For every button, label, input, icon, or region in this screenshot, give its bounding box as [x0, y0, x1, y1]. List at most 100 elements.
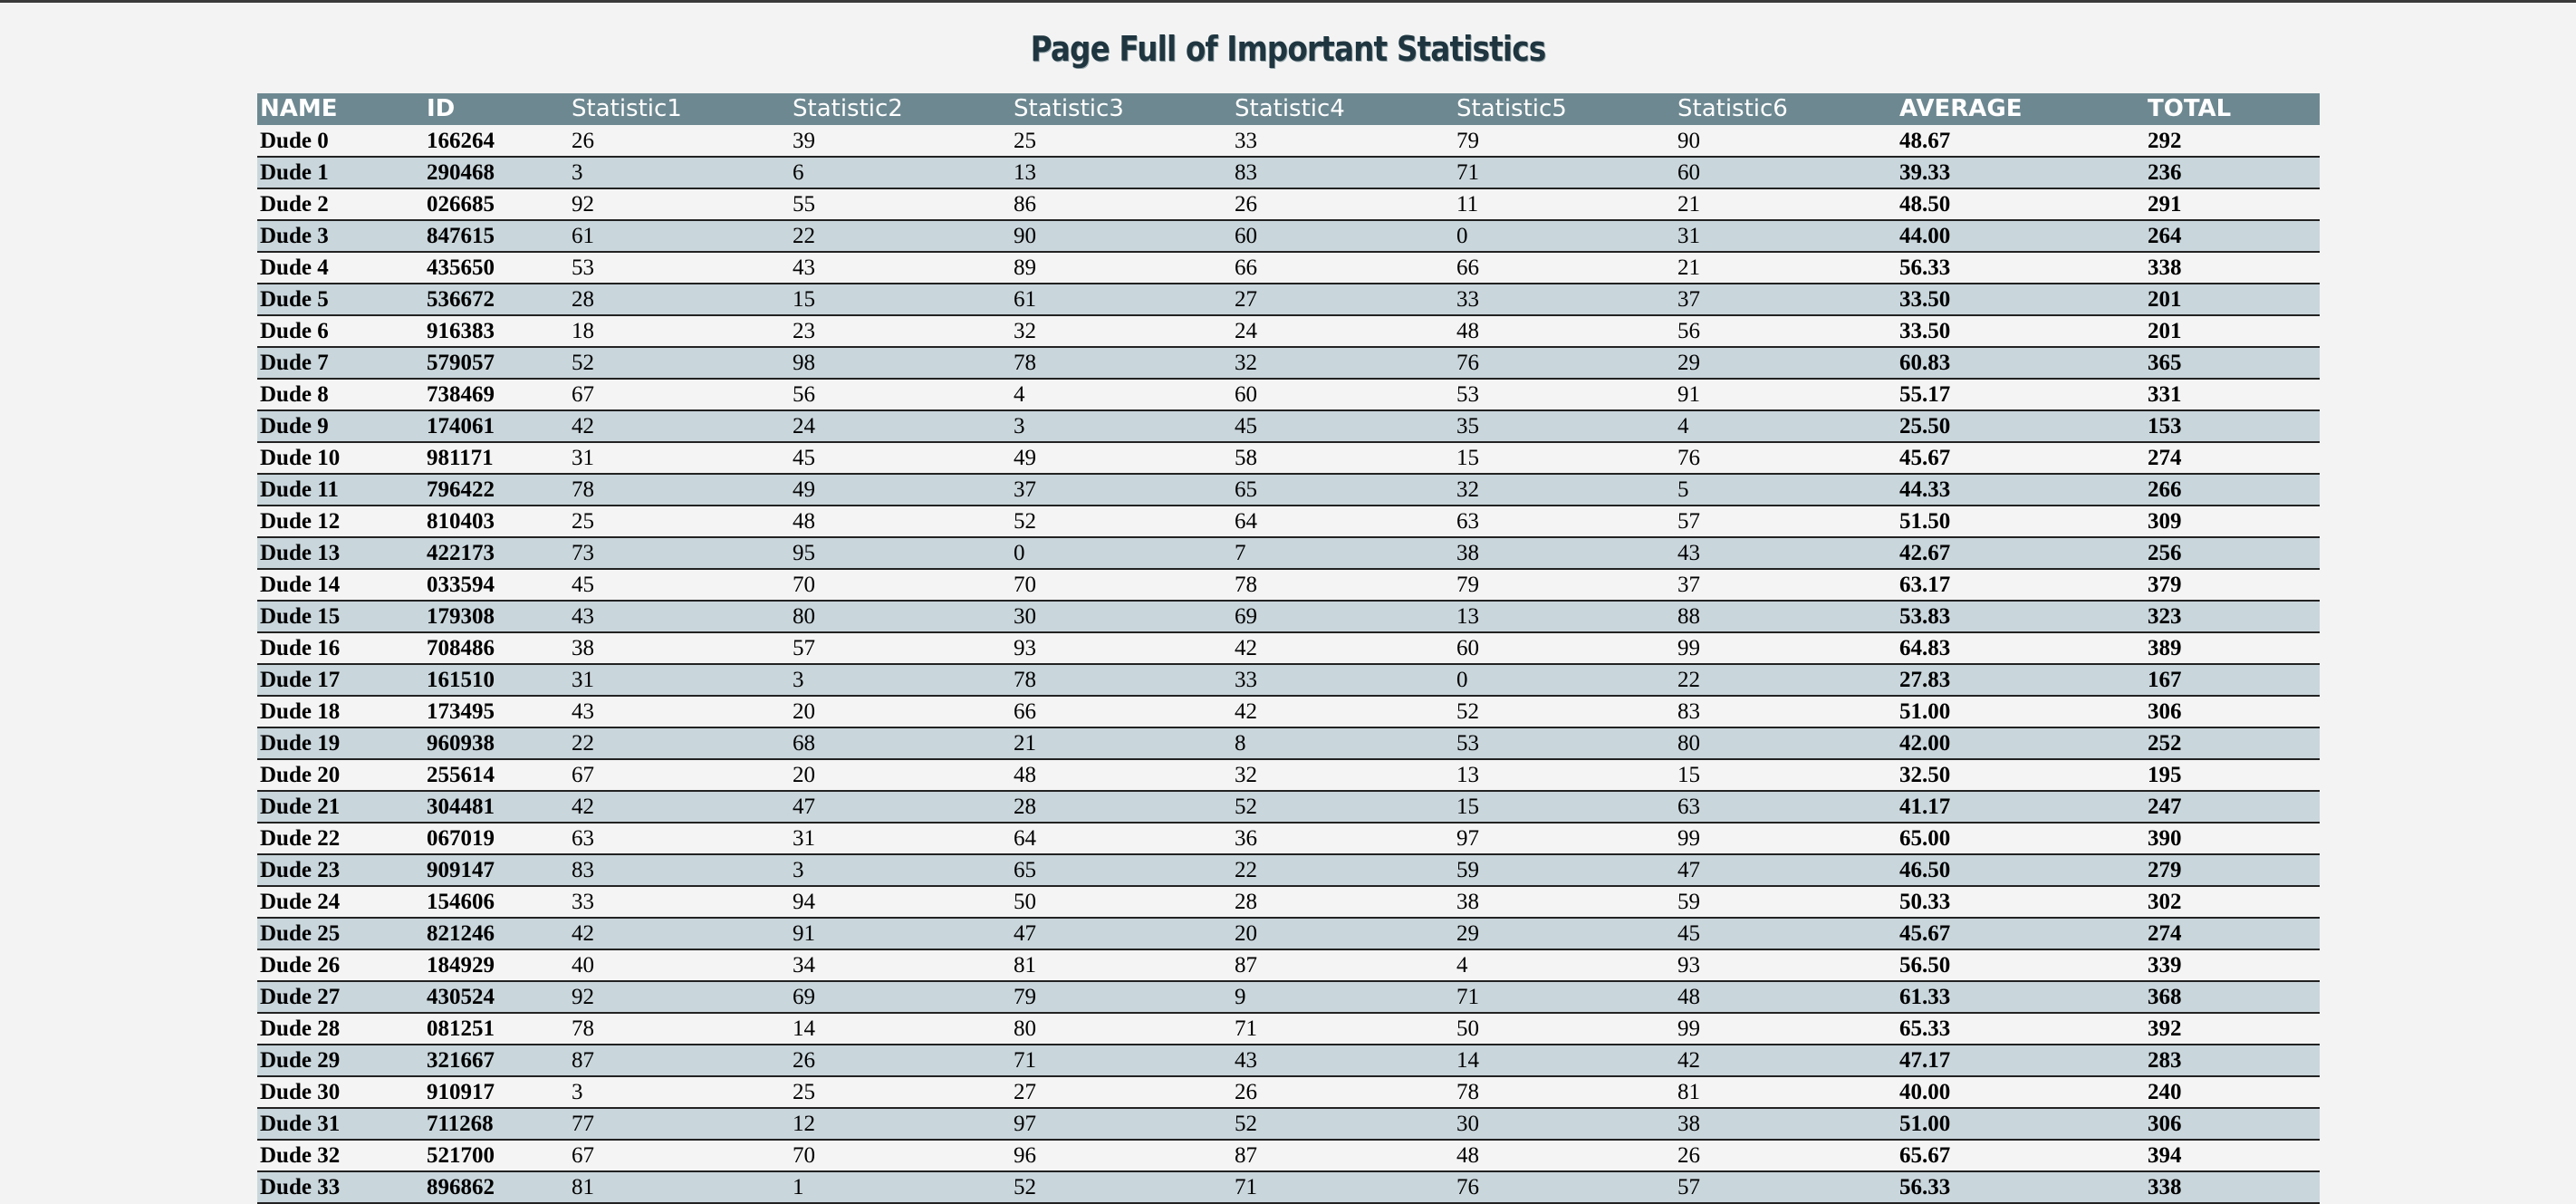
cell-id: 081251	[424, 1013, 569, 1045]
table-row: Dude 14 033594 45 70 70 78 79 37 63.17 379	[257, 569, 2320, 602]
column-header-statistic4: Statistic4	[1232, 93, 1454, 125]
cell-statistic3: 21	[1011, 727, 1232, 760]
cell-statistic6: 45	[1675, 918, 1897, 950]
cell-statistic4: 45	[1232, 410, 1454, 443]
cell-average: 44.00	[1897, 220, 2145, 253]
cell-statistic4: 83	[1232, 157, 1454, 189]
cell-statistic4: 20	[1232, 918, 1454, 950]
cell-statistic1: 42	[569, 918, 790, 950]
cell-statistic1: 3	[569, 1076, 790, 1109]
cell-statistic2: 48	[790, 506, 1011, 538]
cell-name: Dude 15	[257, 601, 424, 633]
table-row: Dude 10 981171 31 45 49 58 15 76 45.67 274	[257, 442, 2320, 475]
cell-statistic4: 66	[1232, 252, 1454, 284]
cell-statistic3: 86	[1011, 188, 1232, 221]
cell-statistic2: 1	[790, 1171, 1011, 1204]
cell-statistic2: 80	[790, 601, 1011, 633]
cell-statistic3: 78	[1011, 347, 1232, 380]
cell-average: 27.83	[1897, 664, 2145, 697]
cell-total: 323	[2145, 601, 2320, 633]
cell-statistic2: 94	[790, 886, 1011, 919]
cell-statistic6: 59	[1675, 886, 1897, 919]
cell-total: 167	[2145, 664, 2320, 697]
cell-statistic6: 63	[1675, 791, 1897, 824]
table-row: Dude 2 026685 92 55 86 26 11 21 48.50 291	[257, 188, 2320, 221]
cell-statistic2: 31	[790, 823, 1011, 855]
cell-statistic1: 31	[569, 664, 790, 697]
cell-total: 338	[2145, 252, 2320, 284]
cell-statistic5: 59	[1454, 854, 1675, 887]
table-row: Dude 33 896862 81 1 52 71 76 57 56.33 338	[257, 1171, 2320, 1204]
cell-statistic5: 78	[1454, 1076, 1675, 1109]
cell-statistic1: 73	[569, 537, 790, 570]
cell-average: 47.17	[1897, 1045, 2145, 1077]
cell-statistic4: 60	[1232, 379, 1454, 411]
cell-name: Dude 3	[257, 220, 424, 253]
cell-statistic1: 22	[569, 727, 790, 760]
cell-statistic5: 29	[1454, 918, 1675, 950]
table-row: Dude 16 708486 38 57 93 42 60 99 64.83 389	[257, 632, 2320, 665]
cell-average: 45.67	[1897, 442, 2145, 475]
cell-statistic1: 33	[569, 886, 790, 919]
table-row: Dude 1 290468 3 6 13 83 71 60 39.33 236	[257, 157, 2320, 189]
cell-total: 338	[2145, 1171, 2320, 1204]
cell-total: 394	[2145, 1140, 2320, 1172]
cell-statistic3: 78	[1011, 664, 1232, 697]
cell-statistic1: 87	[569, 1045, 790, 1077]
cell-total: 389	[2145, 632, 2320, 665]
cell-name: Dude 0	[257, 125, 424, 158]
cell-statistic3: 64	[1011, 823, 1232, 855]
cell-id: 321667	[424, 1045, 569, 1077]
cell-statistic6: 38	[1675, 1108, 1897, 1141]
cell-id: 154606	[424, 886, 569, 919]
table-row: Dude 24 154606 33 94 50 28 38 59 50.33 302	[257, 886, 2320, 919]
column-header-name: NAME	[257, 93, 424, 125]
cell-average: 56.33	[1897, 1171, 2145, 1204]
cell-statistic2: 20	[790, 759, 1011, 792]
cell-statistic6: 57	[1675, 1171, 1897, 1204]
cell-id: 521700	[424, 1140, 569, 1172]
cell-id: 067019	[424, 823, 569, 855]
cell-statistic4: 32	[1232, 759, 1454, 792]
column-header-statistic5: Statistic5	[1454, 93, 1675, 125]
cell-statistic5: 66	[1454, 252, 1675, 284]
cell-total: 264	[2145, 220, 2320, 253]
cell-name: Dude 22	[257, 823, 424, 855]
cell-statistic6: 80	[1675, 727, 1897, 760]
cell-statistic5: 33	[1454, 284, 1675, 316]
cell-id: 711268	[424, 1108, 569, 1141]
cell-statistic1: 3	[569, 157, 790, 189]
cell-statistic4: 69	[1232, 601, 1454, 633]
cell-statistic1: 67	[569, 379, 790, 411]
cell-statistic3: 52	[1011, 1171, 1232, 1204]
cell-statistic1: 42	[569, 410, 790, 443]
table-row: Dude 29 321667 87 26 71 43 14 42 47.17 283	[257, 1045, 2320, 1077]
cell-statistic5: 15	[1454, 442, 1675, 475]
cell-statistic3: 0	[1011, 537, 1232, 570]
cell-average: 51.50	[1897, 506, 2145, 538]
cell-average: 65.33	[1897, 1013, 2145, 1045]
cell-total: 201	[2145, 315, 2320, 348]
cell-total: 247	[2145, 791, 2320, 824]
cell-statistic6: 22	[1675, 664, 1897, 697]
cell-id: 981171	[424, 442, 569, 475]
cell-statistic5: 53	[1454, 379, 1675, 411]
cell-total: 153	[2145, 410, 2320, 443]
cell-statistic4: 71	[1232, 1171, 1454, 1204]
cell-name: Dude 27	[257, 981, 424, 1014]
table-row: Dude 17 161510 31 3 78 33 0 22 27.83 167	[257, 664, 2320, 697]
cell-total: 306	[2145, 696, 2320, 728]
cell-total: 240	[2145, 1076, 2320, 1109]
cell-statistic4: 33	[1232, 664, 1454, 697]
cell-statistic6: 99	[1675, 823, 1897, 855]
cell-statistic3: 25	[1011, 125, 1232, 158]
cell-id: 430524	[424, 981, 569, 1014]
cell-statistic6: 42	[1675, 1045, 1897, 1077]
cell-statistic3: 93	[1011, 632, 1232, 665]
cell-statistic2: 47	[790, 791, 1011, 824]
table-row: Dude 30 910917 3 25 27 26 78 81 40.00 240	[257, 1076, 2320, 1109]
cell-statistic5: 76	[1454, 347, 1675, 380]
cell-statistic6: 5	[1675, 474, 1897, 506]
cell-statistic6: 26	[1675, 1140, 1897, 1172]
cell-statistic5: 38	[1454, 537, 1675, 570]
